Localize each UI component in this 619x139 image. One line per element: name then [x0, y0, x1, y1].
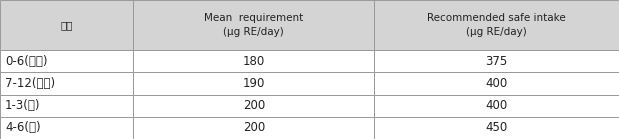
Text: 7-12(개월): 7-12(개월) [5, 77, 55, 90]
Text: Mean  requirement
(μg RE/day): Mean requirement (μg RE/day) [204, 13, 303, 37]
Bar [133, 95, 374, 117]
Text: 450: 450 [486, 121, 508, 134]
Bar [374, 0, 619, 50]
Text: 4-6(세): 4-6(세) [5, 121, 41, 134]
Bar [0, 95, 133, 117]
Bar [133, 0, 374, 50]
Bar [0, 72, 133, 95]
Bar [0, 0, 133, 50]
Bar [374, 117, 619, 139]
Text: 400: 400 [486, 77, 508, 90]
Bar [374, 72, 619, 95]
Text: 190: 190 [243, 77, 265, 90]
Bar [133, 117, 374, 139]
Text: 200: 200 [243, 121, 265, 134]
Bar [133, 50, 374, 72]
Bar [0, 50, 133, 72]
Text: 200: 200 [243, 99, 265, 112]
Text: 180: 180 [243, 55, 265, 68]
Bar [133, 72, 374, 95]
Bar [374, 50, 619, 72]
Text: 연령: 연령 [60, 20, 73, 30]
Bar [374, 95, 619, 117]
Text: 375: 375 [486, 55, 508, 68]
Bar [0, 117, 133, 139]
Text: 1-3(세): 1-3(세) [5, 99, 40, 112]
Text: 400: 400 [486, 99, 508, 112]
Text: Recommended safe intake
(μg RE/day): Recommended safe intake (μg RE/day) [427, 13, 566, 37]
Text: 0-6(개월): 0-6(개월) [5, 55, 48, 68]
